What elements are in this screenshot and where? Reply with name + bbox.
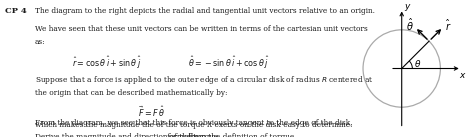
Text: the origin that can be described mathematically by:: the origin that can be described mathema… xyxy=(35,89,227,97)
Text: which makes the magnitude the of the torque it exerts on the disk easy to determ: which makes the magnitude the of the tor… xyxy=(35,121,352,129)
Text: Derive the magnitude and direction of the torque: Derive the magnitude and direction of th… xyxy=(35,133,220,137)
Text: Suppose that a force is applied to the outer edge of a circular disk of radius $: Suppose that a force is applied to the o… xyxy=(35,74,373,86)
Text: $\theta$: $\theta$ xyxy=(413,58,421,69)
Text: $\hat{\theta}$: $\hat{\theta}$ xyxy=(406,16,414,33)
Text: $x$: $x$ xyxy=(459,71,467,80)
Text: The diagram to the right depicts the radial and tangential unit vectors relative: The diagram to the right depicts the rad… xyxy=(35,7,374,15)
Text: $\hat{r}$: $\hat{r}$ xyxy=(446,18,452,33)
Text: $\hat{r} = \cos\theta\,\hat{i} + \sin\theta\,\hat{j}$: $\hat{r} = \cos\theta\,\hat{i} + \sin\th… xyxy=(73,55,143,71)
Text: $\vec{F} = F\,\hat{\theta}$: $\vec{F} = F\,\hat{\theta}$ xyxy=(138,104,165,119)
Text: from the definition of torque.: from the definition of torque. xyxy=(186,133,297,137)
Text: $\hat{\theta} = -\sin\theta\,\hat{i} + \cos\theta\,\hat{j}$: $\hat{\theta} = -\sin\theta\,\hat{i} + \… xyxy=(188,55,269,71)
Text: CP 4: CP 4 xyxy=(5,7,27,15)
Text: as:: as: xyxy=(35,38,45,46)
Text: From the diagram, we see that this force is obviously tangent to the edge of the: From the diagram, we see that this force… xyxy=(35,119,352,127)
Text: formally: formally xyxy=(166,133,197,137)
Text: $y$: $y$ xyxy=(404,2,411,13)
Text: We have seen that these unit vectors can be written in terms of the cartesian un: We have seen that these unit vectors can… xyxy=(35,25,367,33)
